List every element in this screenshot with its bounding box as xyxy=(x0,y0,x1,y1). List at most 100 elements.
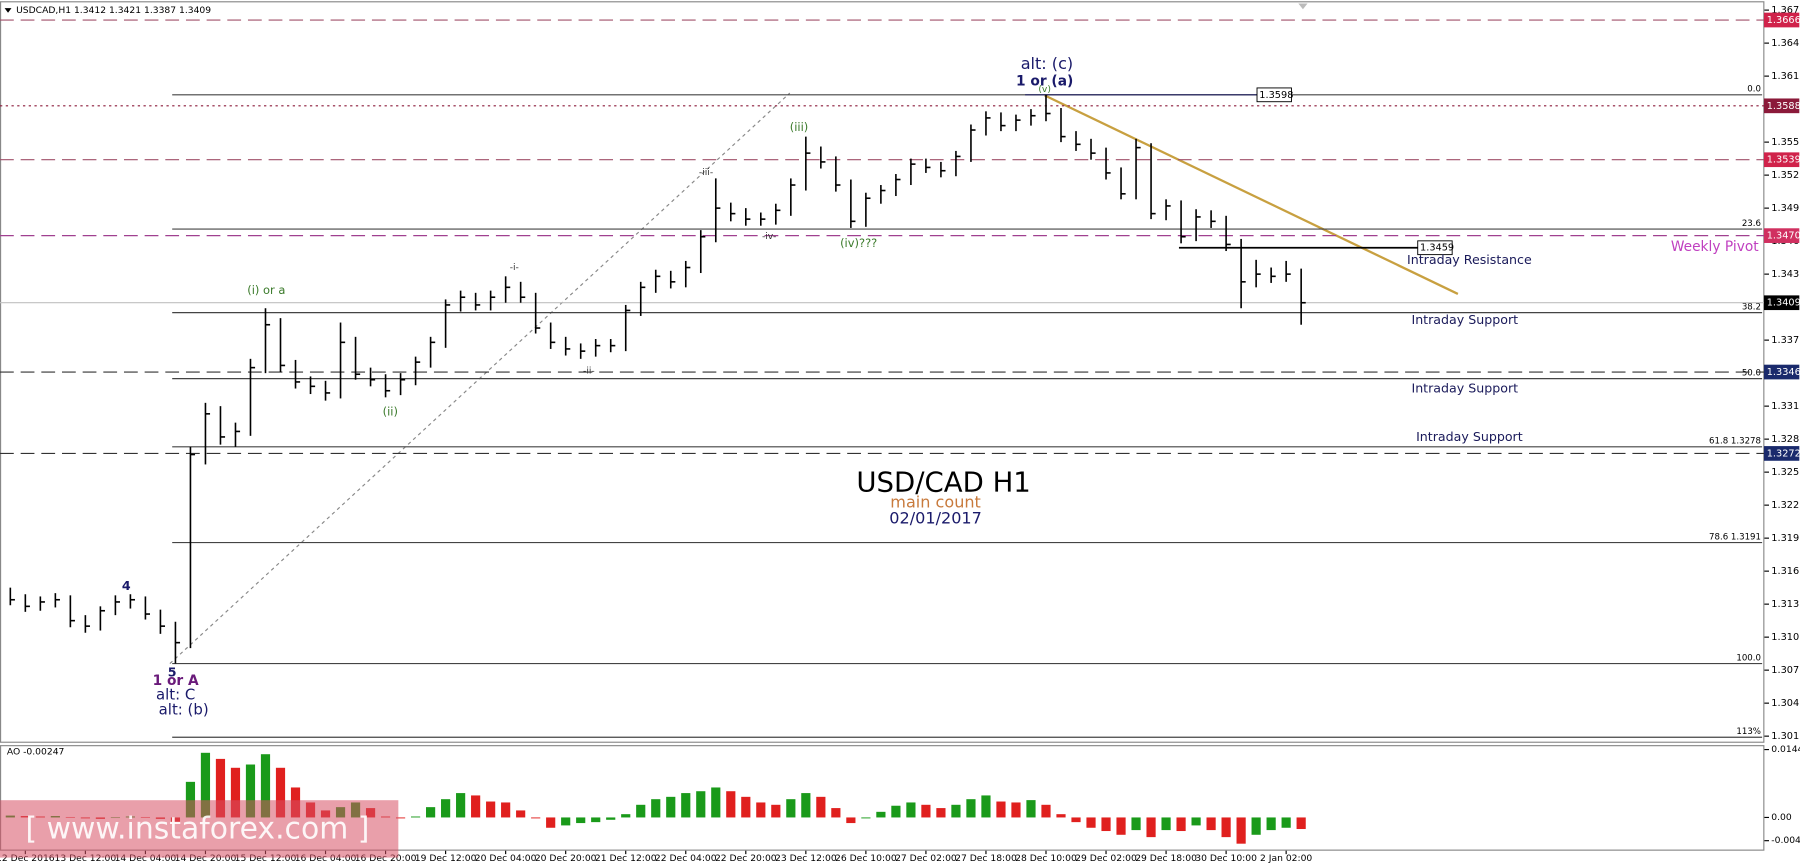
y-tick-label: 1.3195 xyxy=(1771,533,1800,544)
ao-bar xyxy=(456,793,466,818)
price-box xyxy=(1256,87,1292,103)
price-box-label: 1.3666 xyxy=(1767,15,1800,26)
ao-bar xyxy=(1011,802,1021,818)
ao-bar xyxy=(876,811,886,818)
indicator-panel xyxy=(0,745,1765,851)
price-box xyxy=(1763,228,1800,243)
ao-bar xyxy=(666,796,676,818)
price-box xyxy=(1763,152,1800,168)
fib-label: 113% xyxy=(1736,727,1761,737)
annotation: alt: C xyxy=(156,686,195,704)
price-box-label: 1.3346 xyxy=(1767,367,1800,378)
ao-bar xyxy=(1086,817,1096,828)
ao-tick-label: 0.00 xyxy=(1771,812,1792,823)
annotation: 5 xyxy=(168,664,177,679)
ao-bar xyxy=(501,802,511,818)
ao-bar xyxy=(1071,817,1081,823)
x-tick-label: 13 Dec 12:00 xyxy=(55,853,117,864)
block-subtitle: main count xyxy=(890,492,981,511)
chart-title: USDCAD,H1 1.3412 1.3421 1.3387 1.3409 xyxy=(16,5,211,16)
y-tick-label: 1.3375 xyxy=(1771,335,1800,346)
ao-bar xyxy=(681,793,691,818)
price-box xyxy=(1763,12,1800,28)
ao-bar xyxy=(711,787,721,818)
x-tick-label: 22 Dec 04:00 xyxy=(655,853,717,864)
price-box-label: 1.3409 xyxy=(1767,298,1800,309)
ao-bar xyxy=(426,807,436,818)
x-tick-label: 21 Dec 12:00 xyxy=(595,853,657,864)
ao-bar xyxy=(1266,817,1276,831)
marks: 1.36751.36451.36151.35851.35551.35251.34… xyxy=(0,5,1800,864)
y-tick-label: 1.3255 xyxy=(1771,467,1800,478)
ao-bar xyxy=(395,817,406,819)
ao-bar xyxy=(1206,817,1216,831)
annotation: 4 xyxy=(122,578,131,593)
ao-bar xyxy=(846,817,856,824)
annotation: -ii- xyxy=(583,365,595,376)
ao-bar xyxy=(816,796,826,818)
annotation: -i- xyxy=(510,262,519,273)
ao-bar xyxy=(486,801,496,818)
annotation: (iv)??? xyxy=(840,236,877,250)
y-tick-label: 1.3525 xyxy=(1771,170,1800,181)
ao-bar xyxy=(230,767,241,818)
ao-bar xyxy=(561,817,571,826)
ao-bar xyxy=(1041,804,1051,818)
ao-bar xyxy=(981,795,991,818)
ao-bar xyxy=(651,799,661,818)
ao-bar xyxy=(936,808,946,818)
price-box xyxy=(1763,446,1800,461)
price-box-label: 1.3539 xyxy=(1767,155,1800,166)
ao-tick-label: -0.00496 xyxy=(1771,835,1800,846)
ao-bar xyxy=(801,793,811,818)
ao-bar xyxy=(215,758,226,818)
ao-bar xyxy=(966,799,976,818)
x-tick-label: 22 Dec 20:00 xyxy=(715,853,777,864)
ao-bar xyxy=(636,804,646,818)
annotation: 1 or (a) xyxy=(1016,74,1073,90)
fib-label: 61.8 1.3278 xyxy=(1709,437,1761,447)
ao-bar xyxy=(410,816,421,818)
ao-bar xyxy=(1281,817,1291,828)
shift-marker xyxy=(1298,3,1308,10)
ao-bar xyxy=(1251,817,1261,835)
y-tick-label: 1.3615 xyxy=(1771,71,1800,82)
annotation: Intraday Support xyxy=(1411,381,1518,396)
y-tick-label: 1.3645 xyxy=(1771,38,1800,49)
fib-label: 78.6 1.3191 xyxy=(1709,532,1761,542)
fib-label: 38.2 xyxy=(1742,302,1761,312)
annotation: alt: (c) xyxy=(1021,54,1074,73)
ao-bar xyxy=(1236,817,1246,844)
annotation: -iv- xyxy=(762,231,776,242)
ao-bar xyxy=(861,817,871,819)
y-tick-label: 1.3225 xyxy=(1771,500,1800,511)
y-tick-label: 1.3675 xyxy=(1771,5,1800,16)
x-tick-label: 14 Dec 04:00 xyxy=(115,853,177,864)
ao-tick-label: 0.01449 xyxy=(1771,744,1800,755)
x-tick-label: 27 Dec 02:00 xyxy=(895,853,957,864)
price-box-label: 1.3588 xyxy=(1767,101,1800,112)
ao-bar xyxy=(185,781,196,818)
x-tick-label: 20 Dec 20:00 xyxy=(535,853,597,864)
x-tick-label: 29 Dec 18:00 xyxy=(1135,853,1197,864)
x-tick-label: 15 Dec 12:00 xyxy=(235,853,297,864)
ao-bar xyxy=(441,799,451,818)
y-tick-label: 1.3045 xyxy=(1771,698,1800,709)
ao-bar xyxy=(200,752,211,818)
price-box-label: 1.3459 xyxy=(1420,243,1454,254)
block-date: 02/01/2017 xyxy=(889,508,982,527)
ao-bar xyxy=(1131,817,1141,831)
y-tick-label: 1.3555 xyxy=(1771,137,1800,148)
ao-bar xyxy=(696,791,706,818)
watermark-layer: [ www.instaforex.com ] xyxy=(0,800,399,858)
ao-bar xyxy=(906,802,916,818)
ao-bar xyxy=(786,799,796,818)
y-tick-label: 1.3105 xyxy=(1771,632,1800,643)
trend-line xyxy=(1044,94,1459,295)
ao-bar xyxy=(726,791,736,818)
ao-bar xyxy=(245,764,256,818)
y-tick-label: 1.3015 xyxy=(1771,731,1800,742)
x-tick-label: 27 Dec 18:00 xyxy=(955,853,1017,864)
